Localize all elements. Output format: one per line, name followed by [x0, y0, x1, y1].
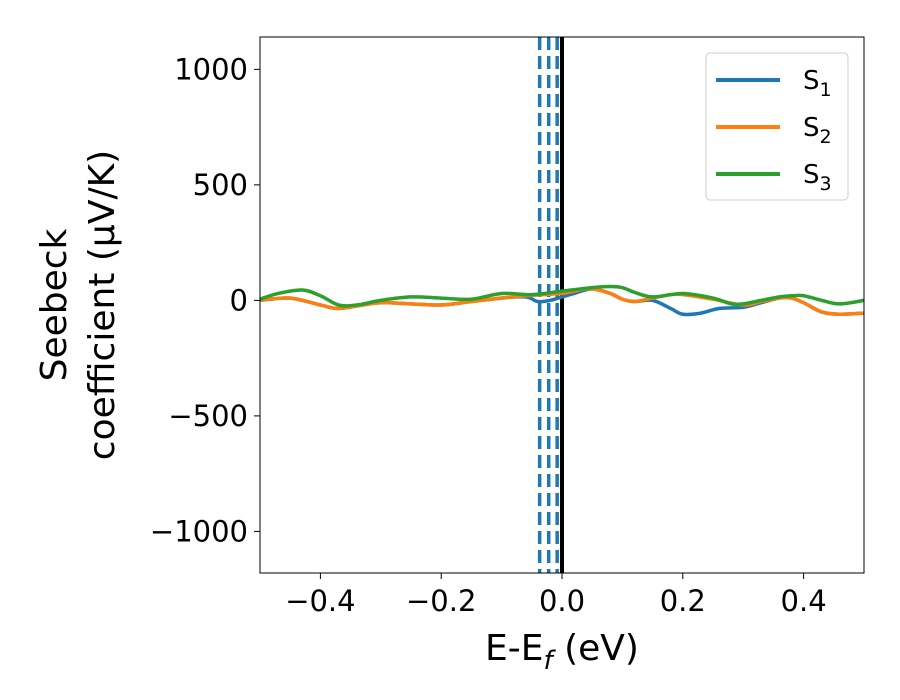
x-tick-label: 0.4: [781, 584, 827, 618]
series-line-s3: [259, 284, 865, 308]
legend-entry-label: S2: [803, 113, 832, 148]
tick-layer: −0.4 −0.2 0.0 0.2 0.4 −1000 −500 0 500 1000: [150, 52, 827, 618]
series-lines: [259, 284, 865, 317]
y-tick-label: 0: [230, 283, 248, 317]
x-tick-label: −0.4: [285, 584, 355, 618]
y-axis-label-line2: coefficient (μV/K): [82, 150, 123, 460]
x-tick-label: 0.0: [539, 584, 585, 618]
y-tick-label: 500: [193, 168, 248, 202]
y-tick-label: −500: [168, 399, 248, 433]
y-tick-label: −1000: [150, 514, 248, 548]
x-axis-label: E-Ef (eV): [485, 628, 639, 676]
y-tick-label: 1000: [174, 52, 248, 86]
plot-frame: [259, 36, 865, 574]
y-axis-label-line1: Seebeck: [34, 228, 75, 381]
x-tick-label: 0.2: [660, 584, 706, 618]
vertical-reference-lines: [537, 37, 564, 573]
x-tick-label: −0.2: [406, 584, 476, 618]
